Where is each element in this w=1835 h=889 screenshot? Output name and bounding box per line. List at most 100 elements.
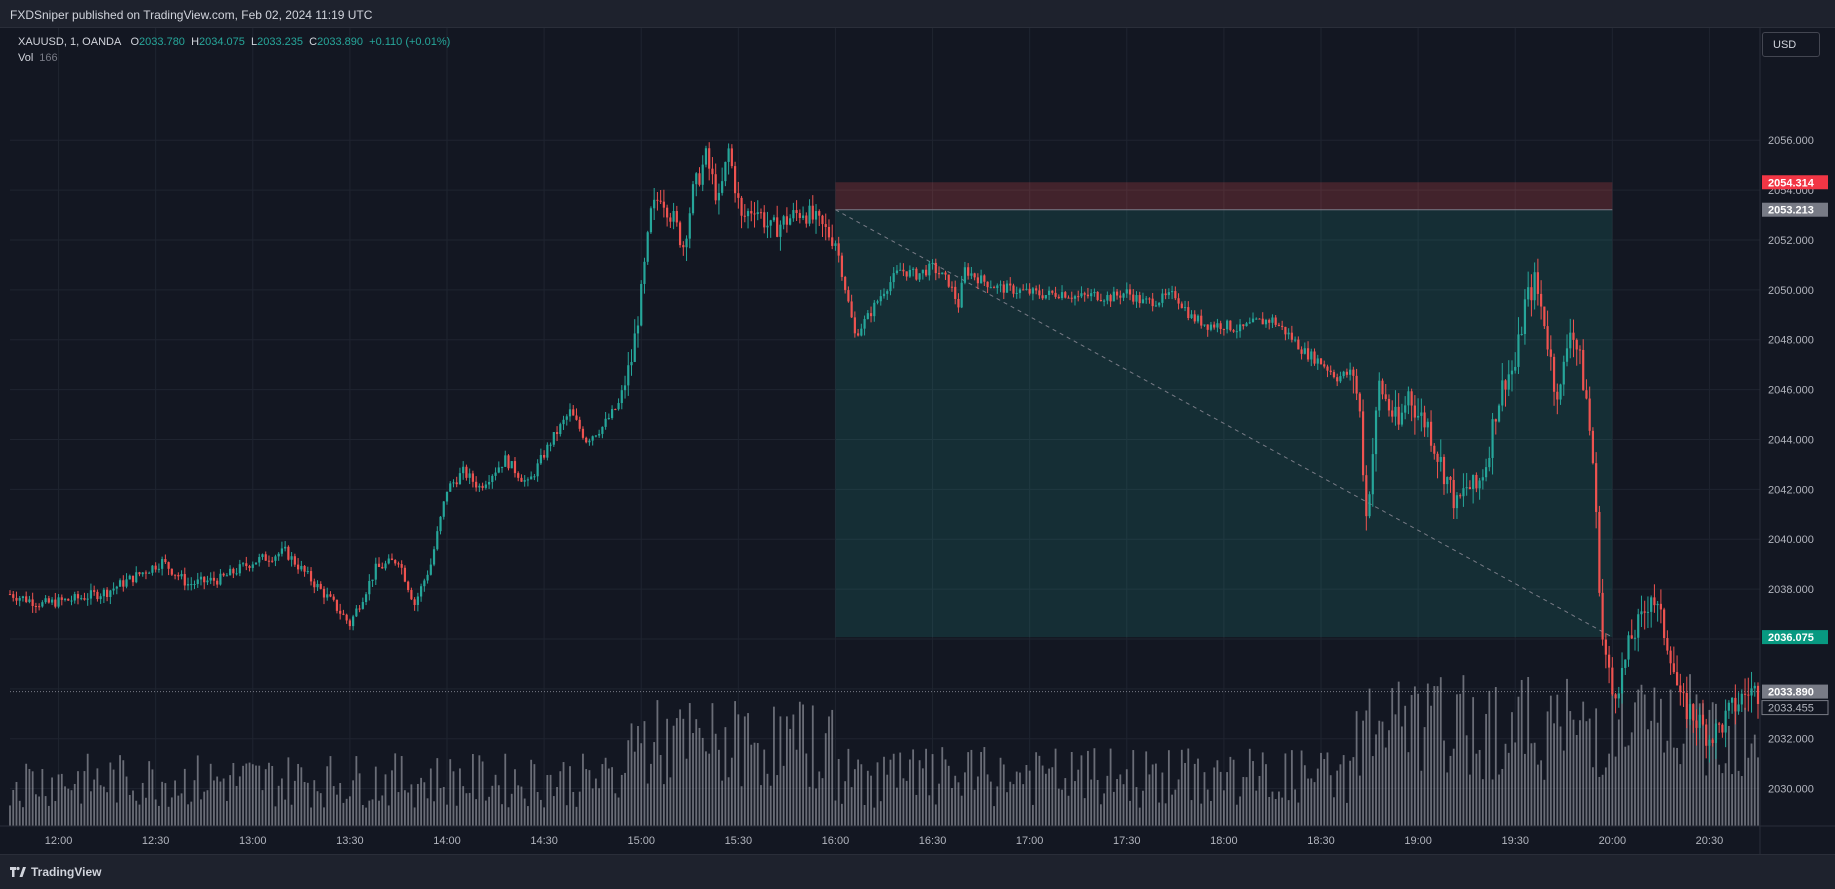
candle-body	[487, 482, 491, 485]
candle-body	[517, 473, 520, 478]
volume-bar	[433, 801, 435, 826]
candle-body	[1306, 348, 1310, 360]
volume-bar	[1507, 752, 1510, 826]
volume-bar	[954, 775, 957, 826]
volume-bar	[1261, 752, 1264, 826]
volume-bar	[1404, 705, 1407, 826]
candle-body	[183, 574, 186, 586]
candle-body	[568, 409, 572, 417]
volume-bar	[633, 751, 636, 826]
candle-body	[1038, 290, 1041, 296]
currency-button[interactable]: USD	[1762, 32, 1820, 57]
candle-body	[1747, 694, 1750, 696]
volume-bar	[488, 796, 490, 826]
candle-body	[18, 598, 21, 601]
volume-bar	[588, 770, 591, 826]
volume-bar	[1617, 719, 1620, 826]
volume-bar	[533, 764, 536, 826]
volume-bar	[853, 769, 856, 826]
candle-body	[1598, 511, 1601, 593]
time-tick-label: 18:30	[1307, 835, 1335, 847]
volume-legend: Vol 166	[18, 52, 58, 64]
volume-bar	[138, 804, 141, 826]
candle-body	[617, 403, 620, 410]
candle-body	[957, 298, 960, 308]
candle-body	[1258, 318, 1261, 320]
candle-body	[1426, 421, 1429, 428]
candle-body	[950, 286, 954, 288]
candle-body	[1180, 303, 1183, 309]
volume-bar	[1083, 798, 1086, 826]
volume-bar	[624, 772, 626, 826]
candle-body	[1527, 287, 1530, 300]
volume-bar	[666, 718, 669, 826]
volume-bar	[34, 794, 37, 826]
volume-bar	[1753, 734, 1756, 826]
candle-body	[814, 211, 818, 220]
volume-bar	[1358, 775, 1361, 826]
volume-bar	[1682, 743, 1685, 826]
volume-bar	[255, 765, 257, 826]
volume-bar	[368, 800, 371, 826]
volume-bar	[750, 744, 753, 826]
volume-bar	[1446, 772, 1449, 826]
volume-bar	[1637, 689, 1640, 826]
stop-price-label: 2054.314	[1768, 177, 1815, 189]
candle-body	[109, 590, 112, 597]
candle-body	[1666, 638, 1669, 651]
candle-body	[1394, 406, 1397, 417]
volume-bar	[1588, 718, 1591, 826]
candle-body	[1216, 323, 1219, 328]
volume-bar	[951, 788, 953, 826]
volume-bar	[1281, 797, 1284, 826]
tradingview-brand[interactable]: TradingView	[10, 865, 101, 879]
chart-area[interactable]: 2030.0002032.0002034.0002036.0002038.000…	[0, 28, 1835, 854]
candle-body	[1488, 457, 1491, 468]
candle-body	[471, 473, 474, 482]
candle-body	[970, 273, 973, 276]
volume-bar	[1242, 777, 1245, 826]
volume-bar	[847, 748, 850, 826]
volume-bar	[617, 797, 620, 826]
volume-bar	[1099, 804, 1102, 826]
low-label: L	[251, 36, 258, 48]
volume-bar	[866, 770, 869, 826]
candle-body	[410, 590, 413, 600]
volume-bar	[326, 766, 329, 826]
volume-bar	[106, 792, 109, 826]
candle-body	[254, 562, 258, 565]
volume-bar	[611, 767, 613, 826]
candle-body	[76, 594, 80, 599]
volume-bar	[1562, 750, 1565, 826]
candle-body	[1067, 297, 1070, 299]
volume-bar	[737, 714, 740, 826]
candle-body	[989, 287, 992, 289]
volume-bar	[1485, 713, 1487, 826]
candle-body	[70, 600, 73, 602]
volume-bar	[831, 709, 834, 826]
candle-body	[436, 531, 439, 550]
volume-bar	[345, 798, 348, 826]
candle-body	[28, 599, 31, 602]
volume-bar	[125, 776, 128, 826]
candle-body	[756, 212, 759, 215]
candle-body	[238, 564, 241, 574]
volume-bar	[1219, 771, 1222, 826]
volume-bar	[358, 773, 361, 826]
candle-body	[1708, 739, 1711, 746]
volume-bar	[976, 776, 979, 826]
volume-bar	[1546, 711, 1549, 826]
candle-body	[572, 409, 575, 416]
candle-body	[407, 581, 410, 591]
volume-bar	[1721, 773, 1724, 826]
volume-bar	[701, 737, 704, 826]
candle-body	[1494, 419, 1497, 422]
candle-body	[1514, 366, 1517, 371]
candlestick-chart[interactable]: 2030.0002032.0002034.0002036.0002038.000…	[0, 28, 1835, 854]
volume-bar	[808, 786, 811, 826]
volume-bar	[1336, 770, 1339, 826]
volume-bar	[128, 794, 131, 826]
price-tick-label: 2040.000	[1768, 534, 1814, 546]
candle-body	[345, 614, 348, 621]
candle-body	[766, 225, 769, 228]
